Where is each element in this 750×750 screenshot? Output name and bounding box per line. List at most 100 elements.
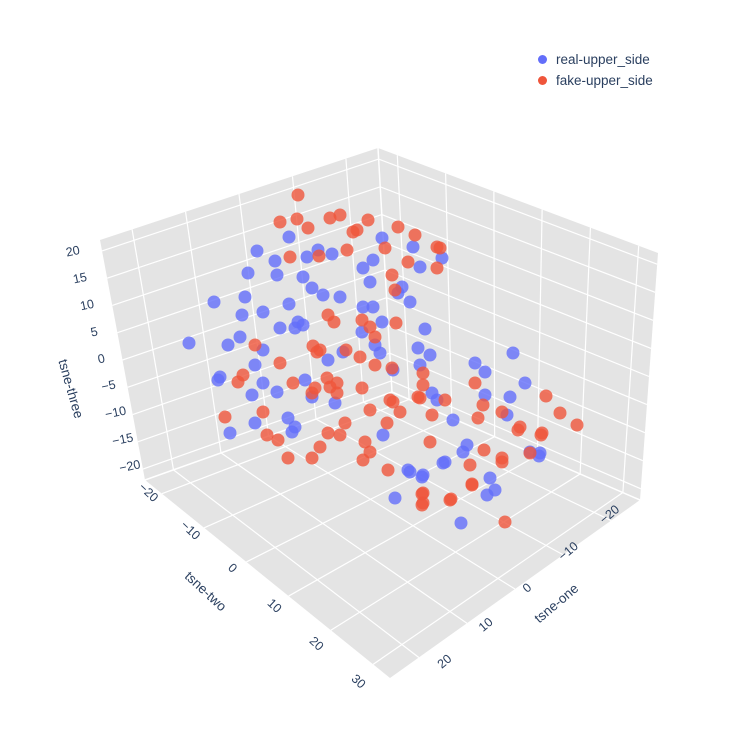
z-axis-tick-label: −20 bbox=[118, 457, 142, 475]
scatter-point-fake bbox=[321, 426, 335, 440]
scatter-point-real bbox=[273, 321, 287, 335]
scatter-point-real bbox=[356, 300, 370, 314]
scatter-point-real bbox=[403, 295, 417, 309]
scatter-point-real bbox=[248, 358, 262, 372]
scatter-point-real bbox=[356, 261, 370, 275]
scatter-point-fake bbox=[338, 416, 352, 430]
scatter-point-fake bbox=[401, 255, 415, 269]
scatter-point-real bbox=[436, 456, 450, 470]
scatter-point-real bbox=[518, 376, 532, 390]
scatter-point-real bbox=[333, 290, 347, 304]
scatter-point-fake bbox=[438, 393, 452, 407]
scatter-point-fake bbox=[411, 390, 425, 404]
scatter-point-real bbox=[298, 373, 312, 387]
legend-item-real-upper_side[interactable]: real-upper_side bbox=[531, 51, 653, 68]
scatter-point-fake bbox=[425, 408, 439, 422]
scatter-point-real bbox=[403, 465, 417, 479]
scatter-point-real bbox=[238, 290, 252, 304]
scatter-point-fake bbox=[339, 343, 353, 357]
scatter-point-real bbox=[468, 356, 482, 370]
scatter-point-fake bbox=[378, 241, 392, 255]
scatter-point-real bbox=[388, 491, 402, 505]
scatter-point-fake bbox=[430, 261, 444, 275]
scatter-point-fake bbox=[380, 416, 394, 430]
x-gridline bbox=[173, 469, 420, 658]
scatter-point-real bbox=[478, 388, 492, 402]
scatter-point-fake bbox=[391, 220, 405, 234]
scatter-point-real bbox=[328, 396, 342, 410]
z-gridline bbox=[112, 213, 383, 307]
x-axis-tick-label: 0 bbox=[520, 580, 534, 595]
z-axis-tick-label: −15 bbox=[111, 430, 135, 448]
scatter-point-fake bbox=[498, 515, 512, 529]
z-gridline bbox=[378, 158, 658, 265]
x-gridline bbox=[220, 452, 468, 624]
scatter-point-real bbox=[288, 321, 302, 335]
scatter-point-fake bbox=[286, 376, 300, 390]
scatter-point-fake bbox=[327, 315, 341, 329]
scatter-point-real bbox=[423, 348, 437, 362]
scatter-point-real bbox=[411, 341, 425, 355]
scatter-point-fake bbox=[523, 446, 537, 460]
scatter-point-real bbox=[182, 336, 196, 350]
scatter-point-real bbox=[483, 471, 497, 485]
scatter-point-fake bbox=[468, 376, 482, 390]
scatter-point-fake bbox=[471, 411, 485, 425]
scatter-point-real bbox=[416, 468, 430, 482]
scatter-point-real bbox=[478, 365, 492, 379]
z-axis-tick-label: −5 bbox=[100, 377, 117, 394]
scatter-point-fake bbox=[393, 405, 407, 419]
scatter-point-real bbox=[233, 330, 247, 344]
scatter-point-fake bbox=[416, 496, 430, 510]
x-gridline bbox=[363, 401, 612, 522]
y-gridline bbox=[372, 492, 624, 665]
scatter-point-real bbox=[235, 308, 249, 322]
back-edge bbox=[377, 147, 393, 393]
scatter-point-fake bbox=[283, 250, 297, 264]
y-gridline bbox=[330, 473, 581, 631]
scatter-point-real bbox=[456, 445, 470, 459]
scatter-point-fake bbox=[248, 338, 262, 352]
scatter-point-real bbox=[480, 488, 494, 502]
y-gridline bbox=[246, 436, 495, 563]
scatter-point-fake bbox=[385, 361, 399, 375]
scatter-point-real bbox=[223, 426, 237, 440]
scatter-point-real bbox=[282, 297, 296, 311]
scatter-point-fake bbox=[513, 420, 527, 434]
scatter-point-fake bbox=[416, 366, 430, 380]
scatter-point-fake bbox=[495, 405, 509, 419]
scatter-point-real bbox=[270, 385, 284, 399]
scatter-point-real bbox=[316, 288, 330, 302]
scatter-point-fake bbox=[389, 316, 403, 330]
scatter-point-fake bbox=[308, 381, 322, 395]
scatter-point-real bbox=[454, 516, 468, 530]
scatter-point-real bbox=[363, 275, 377, 289]
scatter-point-fake bbox=[363, 403, 377, 417]
z-axis-tick-label: −10 bbox=[104, 404, 128, 422]
x-axis-tick-label: 20 bbox=[435, 652, 455, 672]
scatter-point-fake bbox=[256, 405, 270, 419]
z-gridline bbox=[101, 158, 379, 252]
scatter-point-fake bbox=[368, 358, 382, 372]
z-axis-tick-label: 0 bbox=[96, 351, 106, 366]
legend-label: real-upper_side bbox=[556, 52, 650, 67]
legend-item-fake-upper_side[interactable]: fake-upper_side bbox=[531, 72, 653, 89]
scatter-point-fake bbox=[495, 455, 509, 469]
z-gridline bbox=[137, 352, 390, 443]
scatter-point-fake bbox=[539, 389, 553, 403]
scatter-point-fake bbox=[218, 410, 232, 424]
scatter-point-real bbox=[321, 353, 335, 367]
scatter-point-fake bbox=[340, 243, 354, 257]
legend-marker-icon bbox=[538, 55, 547, 64]
scatter-point-fake bbox=[260, 428, 274, 442]
scatter-point-real bbox=[248, 416, 262, 430]
scatter-point-real bbox=[300, 250, 314, 264]
scatter-point-fake bbox=[368, 330, 382, 344]
scatter-point-fake bbox=[476, 398, 490, 412]
scatter-point-real bbox=[413, 260, 427, 274]
scatter-point-real bbox=[406, 240, 420, 254]
scatter-point-fake bbox=[353, 350, 367, 364]
scatter-point-real bbox=[296, 270, 310, 284]
scatter-point-fake bbox=[273, 356, 287, 370]
